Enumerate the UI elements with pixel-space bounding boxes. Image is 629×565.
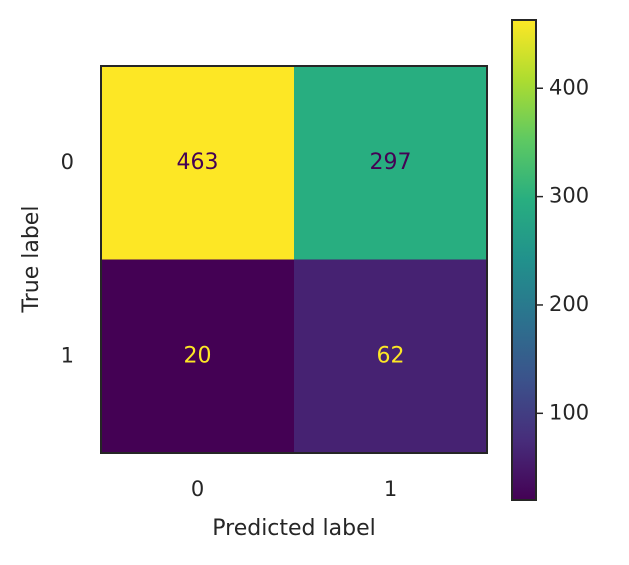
heatmap-cell bbox=[101, 66, 295, 260]
plot-frame bbox=[100, 65, 488, 454]
cell-label: 62 bbox=[377, 343, 405, 368]
heatmap-cell bbox=[101, 259, 295, 454]
cell-label: 297 bbox=[370, 150, 412, 175]
y-tick-label: 0 bbox=[61, 150, 74, 174]
heatmap-cell bbox=[294, 259, 488, 454]
colorbar-tick-label: 300 bbox=[549, 184, 589, 208]
colorbar bbox=[511, 19, 537, 501]
colorbar-tick-label: 100 bbox=[549, 400, 589, 424]
x-axis-label: Predicted label bbox=[212, 516, 375, 541]
y-axis-label: True label bbox=[19, 206, 44, 314]
colorbar-tick-label: 400 bbox=[549, 75, 589, 99]
x-tick-label: 1 bbox=[384, 477, 397, 501]
y-tick-label: 1 bbox=[61, 343, 74, 367]
heatmap-cell bbox=[294, 66, 488, 260]
cell-label: 20 bbox=[184, 343, 212, 368]
x-tick-label: 0 bbox=[191, 477, 204, 501]
cell-label: 463 bbox=[177, 150, 219, 175]
colorbar-tick-label: 200 bbox=[549, 292, 589, 316]
